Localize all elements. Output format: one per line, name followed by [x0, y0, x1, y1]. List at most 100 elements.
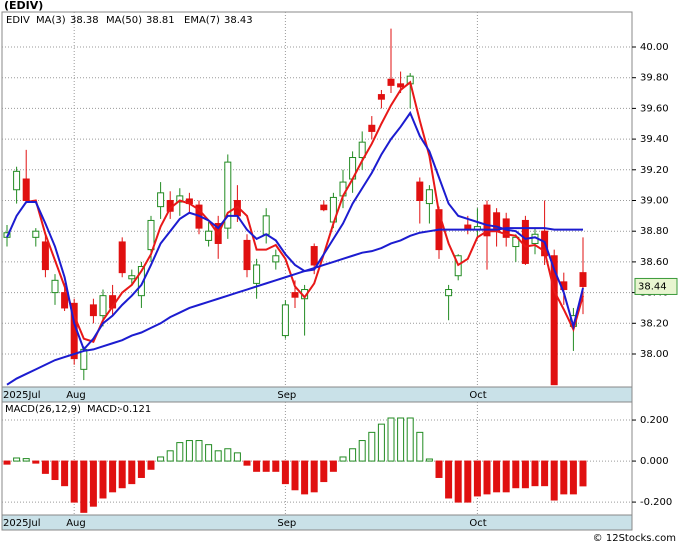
macd-bar	[262, 460, 270, 472]
source: © 12Stocks.com	[593, 533, 676, 544]
macd-bar	[550, 460, 558, 501]
macd-bar	[397, 417, 405, 462]
macd-bar	[89, 460, 97, 507]
candle-body	[224, 161, 232, 229]
macd-bar	[377, 423, 385, 462]
candle-body	[445, 289, 453, 297]
y-tick-label: -0.200	[640, 497, 672, 508]
indicator-line	[26, 80, 584, 343]
candle-body	[32, 230, 40, 238]
macd-bar	[560, 460, 568, 495]
candle-body	[310, 246, 318, 266]
last-price: 38.44	[638, 281, 667, 292]
macd-bar	[493, 460, 501, 493]
candle-body	[320, 204, 328, 211]
macd-bar	[99, 460, 107, 499]
macd-bar	[22, 458, 30, 462]
macd-bar	[339, 456, 347, 462]
macd-bar	[416, 431, 424, 462]
macd-bar	[13, 457, 21, 462]
x-tick-label: Oct	[469, 390, 486, 401]
macd-bar	[166, 450, 174, 462]
macd-bar	[51, 460, 59, 481]
candle-body	[358, 141, 366, 159]
macd-bar	[253, 460, 261, 472]
candle-body	[176, 195, 184, 203]
y-tick-label: 0.000	[640, 456, 669, 467]
macd-legend-label: MACD:	[87, 404, 120, 415]
macd-bar	[358, 440, 366, 462]
macd-bar	[243, 460, 251, 466]
y-tick-label: 39.00	[640, 195, 669, 206]
macd-bar	[176, 442, 184, 462]
indicator-line	[6, 110, 584, 352]
macd-bar	[272, 460, 280, 472]
macd-bar	[291, 460, 299, 491]
macd-bar	[531, 460, 539, 487]
macd-bar	[224, 448, 232, 462]
macd-bar	[32, 460, 40, 464]
macd-legend-name: MACD(26,12,9)	[5, 404, 81, 415]
y-tick-label: 39.60	[640, 103, 669, 114]
legend-name: EMA(7)	[184, 15, 220, 26]
candle-body	[253, 264, 261, 284]
candle-body	[99, 295, 107, 317]
macd-bar	[425, 458, 433, 462]
candle-body	[22, 178, 30, 201]
macd-panel	[1, 401, 633, 516]
candle-body	[521, 219, 529, 264]
y-tick-label: 39.80	[640, 73, 669, 84]
macd-bar	[185, 440, 193, 462]
candle-body	[416, 181, 424, 201]
macd-bar	[473, 460, 481, 497]
macd-bar	[118, 460, 126, 489]
candle-body	[281, 304, 289, 337]
candle-body	[377, 94, 385, 100]
candle-body	[291, 292, 299, 298]
candle-body	[147, 219, 155, 251]
x-tick-label: Aug	[66, 518, 86, 529]
price-panel	[1, 11, 633, 388]
x-tick-label: 2025Jul	[3, 518, 41, 529]
macd-bar	[195, 440, 203, 462]
candle-body	[205, 230, 213, 241]
macd-bar	[41, 460, 49, 474]
macd-bar	[310, 460, 318, 493]
candle-body	[368, 124, 376, 132]
macd-bar	[521, 460, 529, 489]
chart-title: (EDIV)	[4, 0, 43, 12]
macd-bar	[233, 452, 241, 462]
candle-body	[13, 170, 21, 191]
macd-bar	[214, 450, 222, 462]
candle-body	[272, 255, 280, 263]
macd-bar	[445, 460, 453, 499]
candle-body	[61, 292, 69, 309]
macd-bar	[109, 460, 117, 493]
macd-bar	[454, 460, 462, 503]
y-tick-label: 38.20	[640, 318, 669, 329]
legend-name: MA(3)	[36, 15, 66, 26]
candle-body	[157, 192, 165, 208]
x-tick-label: Aug	[66, 390, 86, 401]
y-tick-label: 38.00	[640, 349, 669, 360]
candle-body	[262, 215, 270, 235]
macd-bar	[80, 460, 88, 513]
macd-bar	[329, 460, 337, 472]
date-band	[1, 514, 633, 531]
macd-bar	[137, 460, 145, 478]
y-tick-label: 38.80	[640, 226, 669, 237]
macd-bar	[512, 460, 520, 489]
y-tick-label: 0.200	[640, 415, 669, 426]
legend-value: 38.81	[146, 15, 175, 26]
macd-bar	[301, 460, 309, 495]
candle-body	[512, 236, 520, 248]
candle-body	[483, 204, 491, 237]
candle-body	[89, 304, 97, 317]
x-tick-label: 2025Jul	[3, 390, 41, 401]
y-tick-label: 38.60	[640, 257, 669, 268]
legend-value: 38.38	[70, 15, 99, 26]
y-tick-label: 39.20	[640, 165, 669, 176]
indicator-line	[6, 227, 583, 386]
macd-bar	[70, 460, 78, 503]
